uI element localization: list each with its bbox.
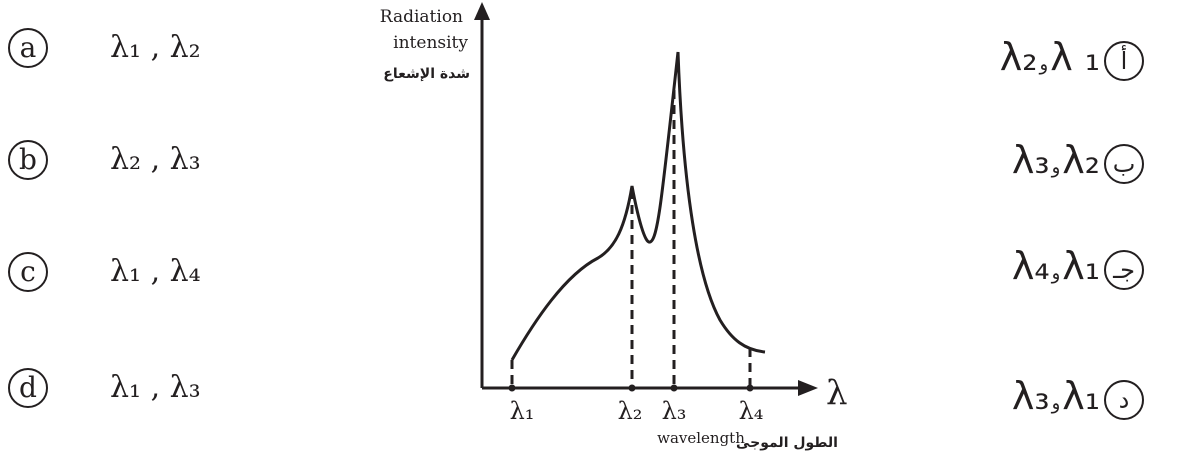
lambda1-tick bbox=[508, 384, 516, 392]
option-conjunction: و bbox=[1039, 54, 1049, 75]
option-letter-circle: a bbox=[8, 28, 48, 68]
y-label-line1: Radiation bbox=[380, 7, 463, 27]
option-value: λ₃ وλ₁ bbox=[1012, 374, 1100, 418]
lambda4-tick bbox=[746, 384, 754, 392]
lambda2-label: λ₂ bbox=[618, 397, 643, 425]
x-label-arabic: الطول الموجى bbox=[736, 435, 838, 451]
option-letter-circle: أ bbox=[1104, 41, 1144, 81]
x-axis-arrowhead bbox=[798, 380, 818, 396]
option-right-term: λ₂ bbox=[1062, 138, 1100, 182]
radiation-intensity-graph: Radiation intensity شدة الإشعاع λ λ₁ λ₂ … bbox=[380, 2, 848, 451]
option-right-term: λ₁ bbox=[1062, 374, 1100, 418]
lambda3-tick bbox=[670, 384, 678, 392]
intensity-curve bbox=[510, 51, 766, 361]
option-left-term: λ₃ bbox=[1011, 374, 1050, 418]
option-value: λ₁ , λ₂ bbox=[110, 30, 201, 65]
lambda3-label: λ₃ bbox=[662, 397, 687, 425]
option-right-term: λ ₁ bbox=[1050, 35, 1100, 79]
option-letter-circle: د bbox=[1104, 380, 1144, 420]
option-left-term: λ₄ bbox=[1011, 244, 1050, 288]
y-axis-arrowhead bbox=[474, 2, 490, 20]
option-right-term: λ₁ bbox=[1062, 244, 1100, 288]
option-ar-jeem[interactable]: جـ λ₄ وλ₁ bbox=[930, 244, 1190, 300]
option-value: λ₁ , λ₄ bbox=[110, 254, 201, 289]
option-value: λ₂ وλ ₁ bbox=[1000, 35, 1100, 79]
y-label-arabic: شدة الإشعاع bbox=[383, 66, 470, 82]
option-conjunction: و bbox=[1051, 263, 1061, 284]
y-label-line2: intensity bbox=[393, 33, 468, 53]
option-value: λ₃ وλ₂ bbox=[1012, 138, 1100, 182]
lambda4-label: λ₄ bbox=[739, 397, 764, 425]
option-a[interactable]: a λ₁ , λ₂ bbox=[0, 26, 260, 76]
option-ar-ba[interactable]: ب λ₃ وλ₂ bbox=[930, 138, 1190, 194]
option-letter-circle: b bbox=[8, 140, 48, 180]
option-letter-circle: جـ bbox=[1104, 250, 1144, 290]
x-label-english: wavelength bbox=[657, 429, 745, 447]
option-left-term: λ₂ bbox=[999, 35, 1038, 79]
option-conjunction: و bbox=[1051, 393, 1061, 414]
option-letter-circle: ب bbox=[1104, 144, 1144, 184]
option-c[interactable]: c λ₁ , λ₄ bbox=[0, 250, 260, 300]
lambda2-tick bbox=[628, 384, 636, 392]
option-value: λ₁ , λ₃ bbox=[110, 370, 201, 405]
option-ar-alef[interactable]: أ λ₂ وλ ₁ bbox=[930, 35, 1190, 91]
x-axis-symbol: λ bbox=[826, 373, 848, 413]
option-value: λ₄ وλ₁ bbox=[1012, 244, 1100, 288]
option-letter-circle: c bbox=[8, 252, 48, 292]
option-letter-circle: d bbox=[8, 368, 48, 408]
option-left-term: λ₃ bbox=[1011, 138, 1050, 182]
lambda1-label: λ₁ bbox=[510, 397, 535, 425]
option-b[interactable]: b λ₂ , λ₃ bbox=[0, 138, 260, 188]
option-conjunction: و bbox=[1051, 157, 1061, 178]
option-d[interactable]: d λ₁ , λ₃ bbox=[0, 366, 260, 416]
option-ar-dal[interactable]: د λ₃ وλ₁ bbox=[930, 374, 1190, 430]
option-value: λ₂ , λ₃ bbox=[110, 142, 201, 177]
